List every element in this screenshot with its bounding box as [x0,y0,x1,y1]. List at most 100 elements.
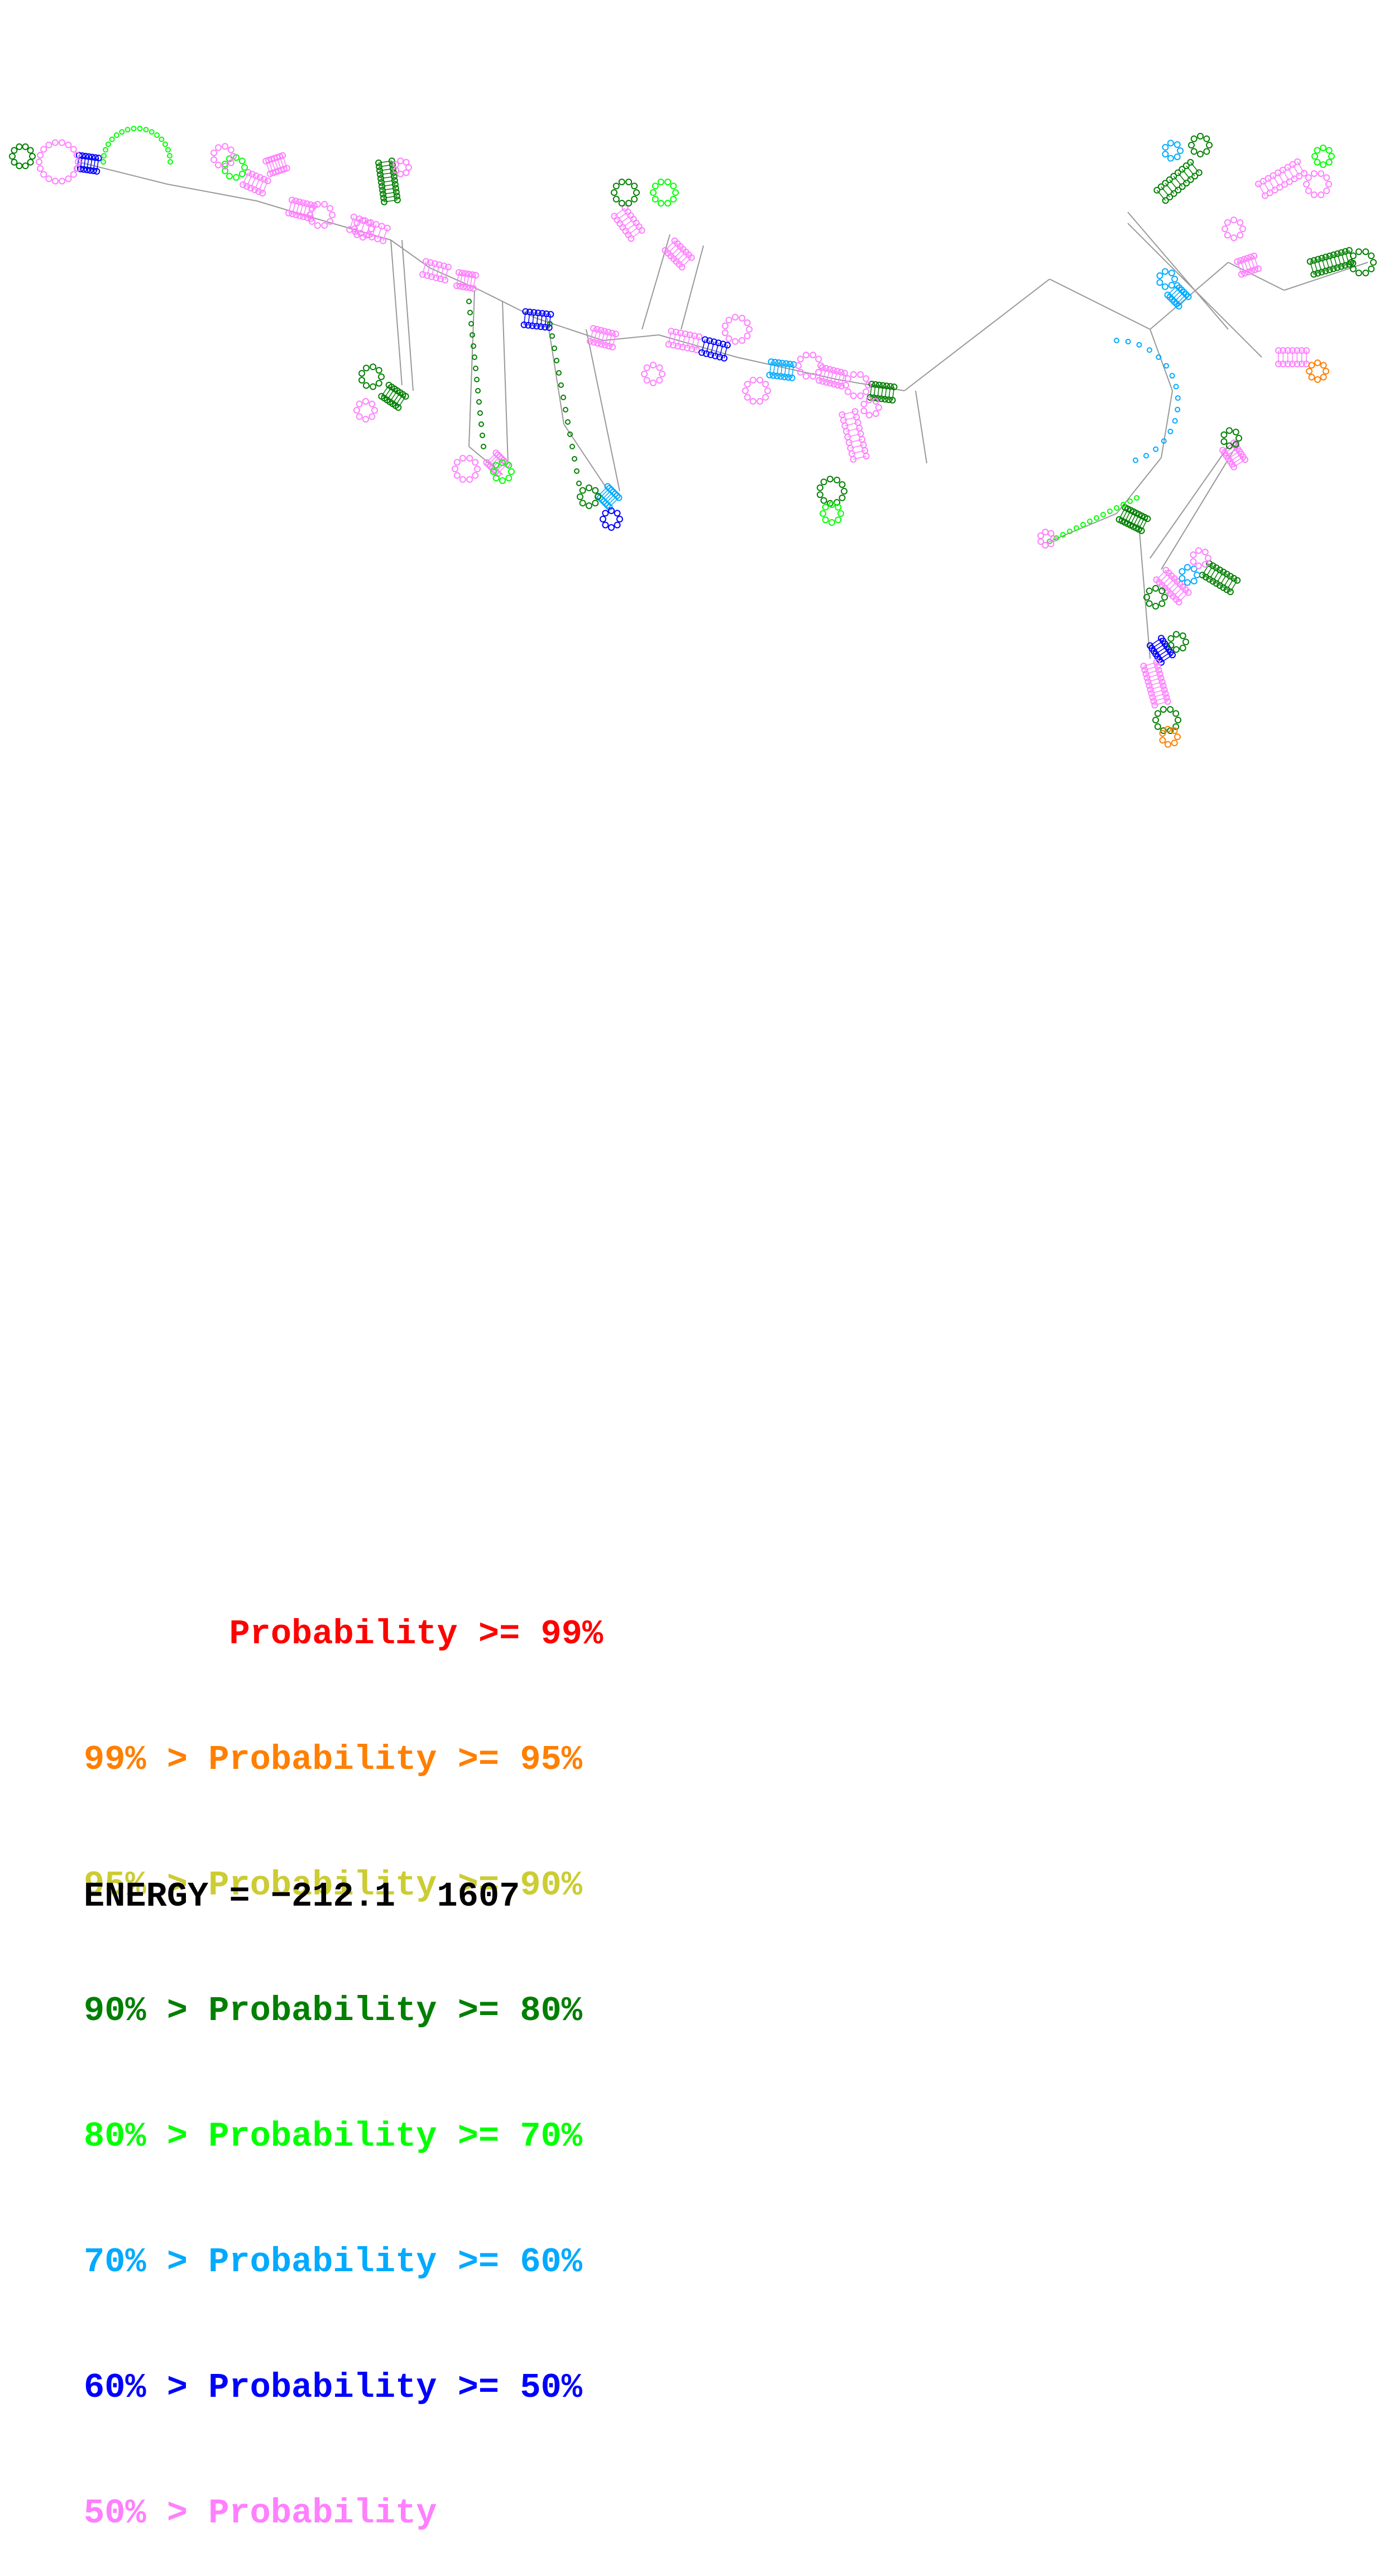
paired-nucleotide [1220,568,1227,575]
paired-nucleotide [1338,263,1345,270]
paired-nucleotide [1322,267,1329,275]
loop-nucleotide [602,521,609,529]
loop-nucleotide [1159,737,1166,744]
loop-nucleotide [321,200,328,208]
paired-nucleotide [1241,456,1248,463]
paired-nucleotide [1300,170,1308,177]
backbone-segment [1164,578,1175,589]
backbone-segment [268,160,274,173]
paired-nucleotide [1144,515,1151,522]
loop-nucleotide [490,468,497,475]
backbone-segment [1219,574,1228,586]
paired-nucleotide [1227,588,1234,596]
loop-nucleotide [480,433,485,438]
backbone-segment [1172,586,1184,597]
backbone-segment [845,422,858,426]
backbone-segment [1141,518,1148,531]
backbone-segment [1337,253,1342,267]
paired-nucleotide [1306,258,1314,265]
backbone-segment [773,362,775,376]
backbone-segment [1049,279,1151,330]
backbone-segment [892,386,895,401]
backbone-segment [1176,294,1187,305]
loop-nucleotide [857,371,864,378]
loop-nucleotide [1152,603,1159,610]
loop-nucleotide [762,381,769,388]
backbone-segment [1340,252,1346,266]
paired-nucleotide [1174,169,1181,176]
loop-nucleotide [453,472,461,479]
paired-nucleotide [303,200,310,208]
paired-nucleotide [1330,251,1337,258]
backbone-segment [547,318,564,425]
paired-nucleotide [816,377,823,384]
paired-nucleotide [597,327,605,334]
backbone-segment [389,390,398,402]
helices [74,152,1357,709]
loop-nucleotide [1232,440,1239,448]
paired-nucleotide [374,236,381,243]
loop-nucleotide [215,144,222,151]
loop-nucleotide [1143,594,1150,601]
paired-nucleotide [1158,678,1166,685]
loop-nucleotide [565,419,571,425]
loop-nucleotide [1230,217,1237,223]
loop-nucleotide [1162,151,1169,158]
paired-nucleotide [600,498,607,505]
backbone-segment [258,179,265,192]
loop-nucleotide [1355,248,1362,255]
loop-nucleotide [1179,632,1186,640]
loop-nucleotide [368,413,376,420]
backbone-segment [1309,261,1315,275]
loop-nucleotide [1320,161,1326,168]
backbone-segment [619,215,631,224]
backbone-segment [250,175,257,189]
backbone-segment [531,312,535,326]
paired-nucleotide [1286,178,1293,185]
paired-nucleotide [384,224,391,232]
loop-nucleotide [166,152,173,159]
paired-nucleotide [1140,663,1147,670]
backbone-segment [1237,261,1242,275]
backbone-segment [1243,259,1249,272]
loop-nucleotide [238,170,246,178]
loop-nucleotide [1314,147,1321,154]
loop-nucleotide [1146,587,1153,594]
loop-nucleotide [797,368,804,376]
backbone-segment [276,157,282,170]
backbone-segment [466,274,470,287]
backbone-segment [1230,580,1238,592]
loop-nucleotide [1182,639,1189,645]
paired-nucleotide [706,337,713,344]
loop-nucleotide [233,174,240,181]
loop-nucleotide [1320,373,1327,381]
loop-nucleotide [558,382,564,388]
backbone-segment [256,200,313,218]
loop-nucleotide [137,126,143,132]
legend-row-p99: Probability >= 99% [84,1614,604,1654]
backbone-segment [784,363,787,377]
backbone-segment [310,205,315,219]
loop-nucleotide [363,364,370,372]
loop-nucleotide [614,521,621,529]
loop-nucleotide [835,503,842,511]
loop-nucleotide [614,510,621,517]
loop-nucleotide [1159,730,1166,737]
paired-nucleotide [1310,271,1318,278]
paired-nucleotide [433,274,440,281]
loop-nucleotide [618,200,625,207]
loop-nucleotide [1318,170,1325,177]
paired-nucleotide [1296,172,1303,180]
paired-nucleotide [442,276,449,284]
paired-nucleotide [255,188,262,195]
backbone-segment [1149,681,1162,687]
backbone-segment [701,339,706,353]
backbone-segment [295,202,300,215]
loop-nucleotide [567,431,573,437]
backbone-segment [1277,172,1285,185]
paired-nucleotide [1153,186,1161,194]
paired-nucleotide [472,272,479,279]
loop-nucleotide [1156,279,1163,286]
loop-nucleotide [1114,338,1119,343]
paired-nucleotide [609,329,616,337]
